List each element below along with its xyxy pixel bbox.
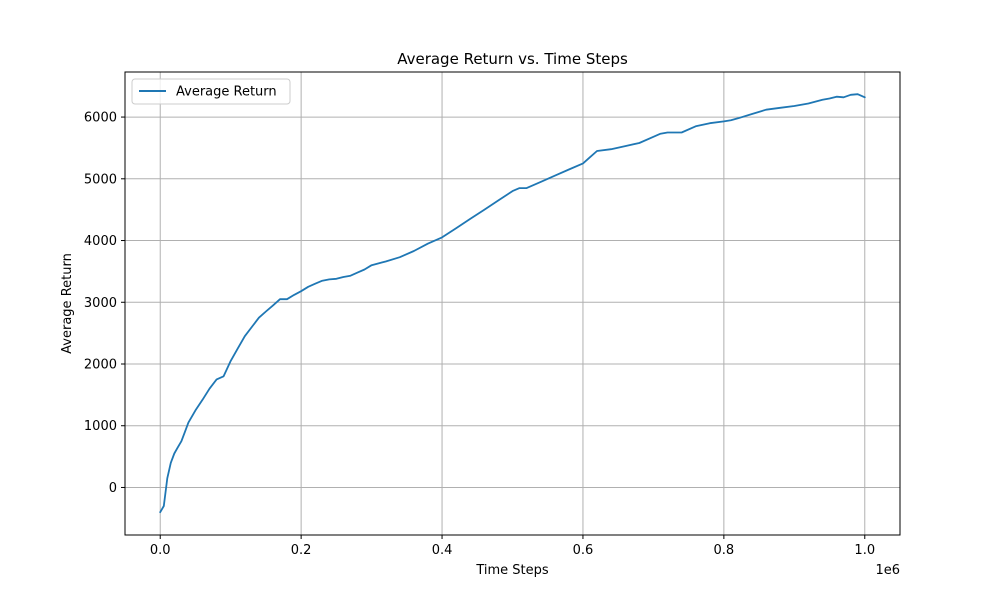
x-tick-label: 0.0 bbox=[150, 543, 171, 558]
y-tick-label: 1000 bbox=[84, 419, 117, 434]
series-line bbox=[159, 93, 866, 514]
x-tick-label: 0.8 bbox=[714, 543, 735, 558]
data-layer bbox=[159, 93, 866, 514]
x-tick-label: 0.2 bbox=[291, 543, 312, 558]
legend-label: Average Return bbox=[176, 85, 277, 100]
x-tick-label: 1.0 bbox=[854, 543, 875, 558]
tick-layer: 0.0 0.2 0.4 0.6 0.8 1.0 0 1000 2000 3000 4000 5000 6… bbox=[84, 111, 875, 558]
grid-lines bbox=[125, 72, 900, 535]
x-axis-offset-label: 1e6 bbox=[875, 563, 900, 578]
y-tick-label: 6000 bbox=[84, 111, 117, 126]
x-axis-title: Time Steps bbox=[475, 563, 549, 578]
plot-frame bbox=[124, 71, 901, 536]
y-tick-label: 5000 bbox=[84, 172, 117, 187]
y-axis-title: Average Return bbox=[60, 253, 75, 354]
y-tick-label: 2000 bbox=[84, 357, 117, 372]
y-tick-label: 0 bbox=[109, 481, 117, 496]
y-tick-label: 3000 bbox=[84, 296, 117, 311]
x-tick-label: 0.6 bbox=[573, 543, 594, 558]
x-tick-label: 0.4 bbox=[432, 543, 453, 558]
y-tick-label: 4000 bbox=[84, 234, 117, 249]
legend-box bbox=[131, 78, 291, 105]
legend: Average Return bbox=[131, 78, 291, 105]
chart-title: Average Return vs. Time Steps bbox=[397, 50, 628, 68]
